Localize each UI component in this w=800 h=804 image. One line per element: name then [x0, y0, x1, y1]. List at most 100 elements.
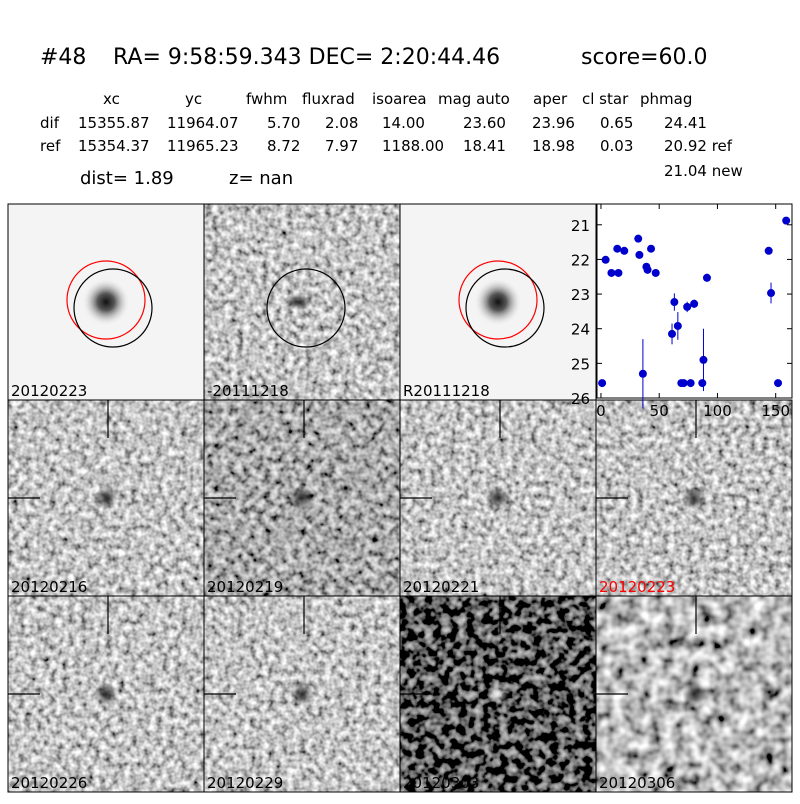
point	[607, 268, 616, 277]
panel-label: 20120223	[11, 382, 87, 400]
source	[682, 486, 706, 510]
cell: 18.41	[463, 137, 506, 155]
column-header: phmag	[640, 90, 692, 108]
point	[614, 268, 623, 277]
object-id: #48	[40, 45, 86, 70]
column-header: cl star	[582, 90, 629, 108]
panel-label: 20120306	[599, 774, 675, 792]
panel-label: 20120219	[207, 578, 283, 596]
black-aperture	[465, 268, 545, 348]
cell: 0.03	[600, 137, 633, 155]
source	[82, 278, 130, 326]
cell: 11965.23	[167, 137, 239, 155]
cell: 14.00	[382, 114, 425, 132]
cell: 11964.07	[167, 114, 239, 132]
panel-label: 20120229	[207, 774, 283, 792]
point	[670, 298, 679, 307]
cell: 0.65	[600, 114, 633, 132]
point	[690, 299, 699, 308]
panel-label: 20120226	[11, 774, 87, 792]
cell: 8.72	[267, 137, 300, 155]
point	[647, 244, 656, 253]
point	[698, 379, 707, 388]
point	[638, 369, 647, 378]
point	[767, 289, 776, 298]
source	[290, 682, 314, 706]
source	[94, 682, 118, 706]
source	[474, 278, 522, 326]
cell: 24.41	[664, 114, 707, 132]
point	[782, 216, 791, 225]
cell: 7.97	[325, 137, 358, 155]
panel-label: -20111218	[207, 382, 289, 400]
y-tick-label: 22	[571, 251, 590, 269]
panel-label: 20120303	[403, 774, 479, 792]
row-label: dif	[40, 114, 60, 132]
panel-label: 20120221	[403, 578, 479, 596]
distance: dist= 1.89	[80, 168, 174, 189]
coordinates: RA= 9:58:59.343 DEC= 2:20:44.46	[113, 45, 500, 70]
source	[488, 684, 508, 704]
y-tick-label: 23	[571, 286, 590, 304]
point	[613, 244, 622, 253]
y-tick-label: 25	[571, 355, 590, 373]
panel-frame	[595, 595, 793, 793]
column-header: isoarea	[372, 90, 427, 108]
x-tick-label: 50	[650, 402, 669, 420]
y-tick-label: 24	[571, 321, 590, 339]
cell: 21.04 new	[664, 162, 743, 180]
x-tick-label: 150	[761, 402, 790, 420]
point	[634, 234, 643, 243]
source	[290, 486, 314, 510]
source	[682, 682, 706, 706]
point	[651, 268, 660, 277]
cell: 1188.00	[382, 137, 444, 155]
source	[486, 486, 510, 510]
column-header: mag auto	[438, 90, 510, 108]
point	[643, 265, 652, 274]
point	[601, 255, 610, 264]
point	[686, 379, 695, 388]
black-aperture	[73, 268, 153, 348]
y-tick-label: 26	[571, 390, 590, 408]
cell: 23.96	[532, 114, 575, 132]
point	[635, 250, 644, 259]
redshift: z= nan	[229, 168, 293, 189]
x-tick-label: 100	[703, 402, 732, 420]
point	[683, 302, 692, 311]
score: score=60.0	[581, 45, 708, 70]
cell: 2.08	[325, 114, 358, 132]
cell: 23.60	[463, 114, 506, 132]
point	[673, 321, 682, 330]
red-aperture	[458, 260, 538, 340]
panel-label: R20111218	[403, 382, 490, 400]
source	[94, 486, 118, 510]
point	[774, 379, 783, 388]
cell: 20.92 ref	[664, 137, 733, 155]
column-header: aper	[533, 90, 568, 108]
cell: 15355.87	[78, 114, 150, 132]
point	[764, 246, 773, 255]
panel-label: 20120216	[11, 578, 87, 596]
cell: 5.70	[267, 114, 300, 132]
red-aperture	[66, 260, 146, 340]
point	[598, 379, 607, 388]
point	[699, 355, 708, 364]
panel-label: 20120223	[599, 578, 675, 596]
point	[668, 329, 677, 338]
source	[284, 294, 312, 310]
column-header: fwhm	[246, 90, 287, 108]
cell: 18.98	[532, 137, 575, 155]
column-header: fluxrad	[302, 90, 355, 108]
point	[620, 246, 629, 255]
black-aperture	[266, 268, 346, 348]
cell: 15354.37	[78, 137, 150, 155]
y-tick-label: 21	[571, 217, 590, 235]
row-label: ref	[40, 137, 61, 155]
column-header: xc	[103, 90, 120, 108]
x-tick-label: 0	[596, 402, 606, 420]
point	[702, 273, 711, 282]
column-header: yc	[185, 90, 202, 108]
point	[679, 379, 688, 388]
